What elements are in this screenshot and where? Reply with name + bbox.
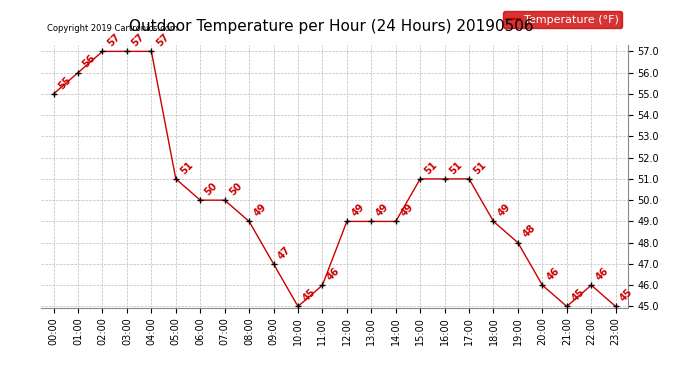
Text: Outdoor Temperature per Hour (24 Hours) 20190506: Outdoor Temperature per Hour (24 Hours) … (129, 19, 533, 34)
Text: 45: 45 (569, 287, 586, 304)
Text: 49: 49 (399, 202, 415, 219)
Text: 51: 51 (447, 159, 464, 176)
Text: Copyright 2019 Cartronics.com: Copyright 2019 Cartronics.com (47, 24, 178, 33)
Text: 49: 49 (374, 202, 391, 219)
Text: 57: 57 (154, 32, 170, 49)
Text: 46: 46 (325, 266, 342, 282)
Text: 51: 51 (472, 159, 489, 176)
Text: 48: 48 (521, 223, 538, 240)
Legend: Temperature (°F): Temperature (°F) (503, 11, 622, 28)
Text: 49: 49 (252, 202, 268, 219)
Text: 49: 49 (350, 202, 366, 219)
Text: 57: 57 (130, 32, 146, 49)
Text: 57: 57 (106, 32, 122, 49)
Text: 56: 56 (81, 53, 97, 70)
Text: 47: 47 (276, 244, 293, 261)
Text: 51: 51 (423, 159, 440, 176)
Text: 45: 45 (618, 287, 635, 304)
Text: 46: 46 (594, 266, 611, 282)
Text: 50: 50 (228, 181, 244, 197)
Text: 46: 46 (545, 266, 562, 282)
Text: 45: 45 (301, 287, 317, 304)
Text: 51: 51 (179, 159, 195, 176)
Text: 49: 49 (496, 202, 513, 219)
Text: 55: 55 (57, 75, 73, 91)
Text: 50: 50 (203, 181, 219, 197)
